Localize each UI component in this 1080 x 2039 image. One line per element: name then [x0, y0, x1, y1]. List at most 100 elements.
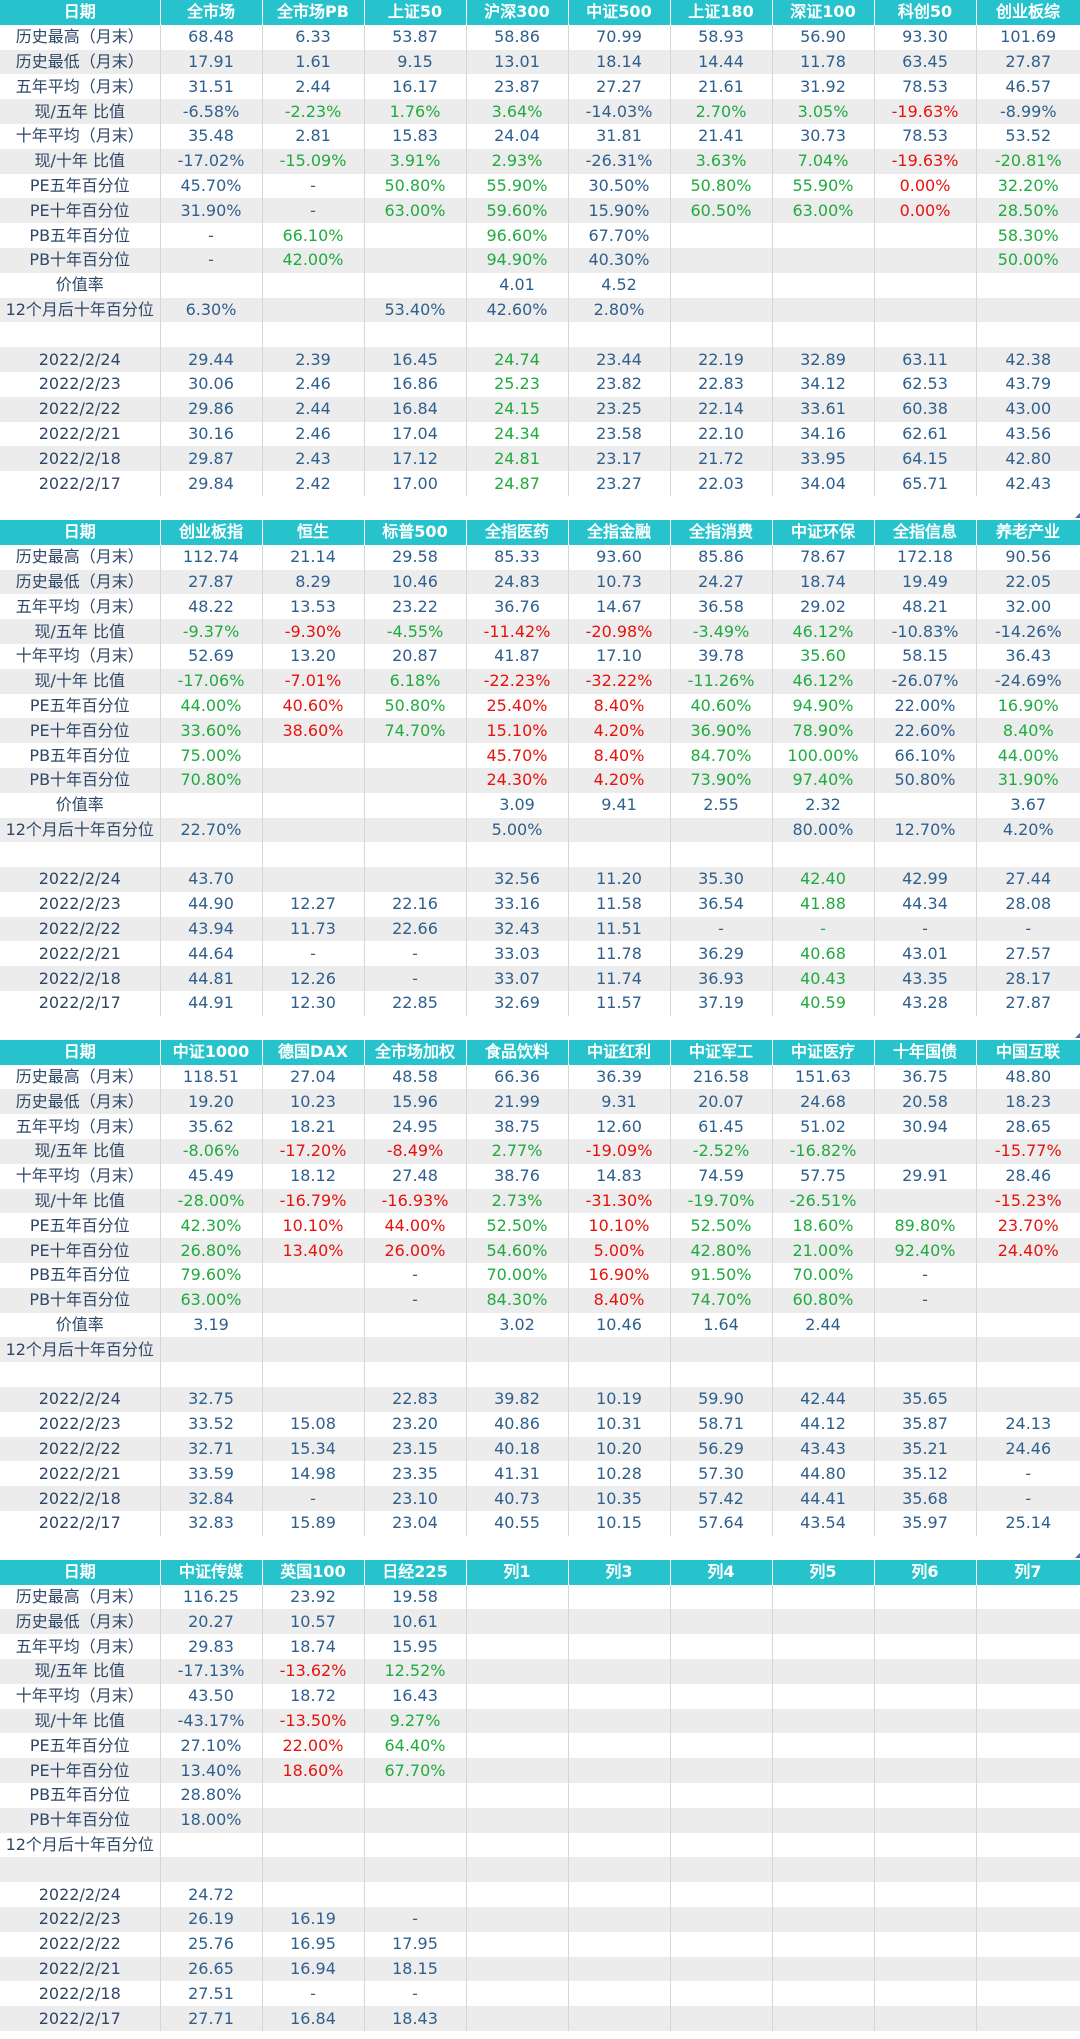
- table-cell[interactable]: [874, 1139, 977, 1164]
- row-label[interactable]: PB十年百分位: [0, 767, 161, 793]
- table-cell[interactable]: 8.40%: [568, 743, 671, 768]
- table-cell[interactable]: 91.50%: [670, 1263, 773, 1288]
- table-cell[interactable]: -: [364, 1906, 467, 1932]
- table-cell[interactable]: 10.57: [262, 1609, 365, 1635]
- row-label[interactable]: 2022/2/24: [0, 1882, 161, 1907]
- table-cell[interactable]: [874, 1312, 977, 1338]
- table-cell[interactable]: -: [772, 916, 875, 942]
- table-cell[interactable]: 216.58: [670, 1064, 773, 1090]
- table-cell[interactable]: [772, 1956, 875, 1982]
- table-cell[interactable]: 15.08: [262, 1411, 365, 1437]
- table-cell[interactable]: 36.76: [466, 594, 569, 620]
- table-cell[interactable]: 35.97: [874, 1511, 977, 1536]
- table-cell[interactable]: 46.57: [1005, 76, 1052, 96]
- table-cell[interactable]: [772, 1337, 875, 1363]
- table-cell[interactable]: 85.86: [670, 544, 773, 570]
- table-cell[interactable]: 5.00%: [568, 1238, 671, 1264]
- row-label[interactable]: 12个月后十年百分位: [0, 1832, 161, 1858]
- table-cell[interactable]: 63.11: [874, 347, 977, 372]
- table-cell[interactable]: 23.20: [364, 1411, 467, 1437]
- table-cell[interactable]: [466, 1683, 569, 1709]
- table-cell[interactable]: 24.30%: [466, 767, 569, 793]
- table-cell[interactable]: 50.80%: [364, 173, 467, 199]
- table-cell[interactable]: 36.39: [568, 1064, 671, 1090]
- table-cell[interactable]: 40.43: [772, 966, 875, 992]
- table-cell[interactable]: 4.20%: [568, 767, 671, 793]
- table-cell[interactable]: 15.10%: [466, 718, 569, 744]
- table-cell[interactable]: 22.00%: [262, 1733, 365, 1759]
- table-cell[interactable]: 29.83: [160, 1634, 263, 1659]
- table-cell[interactable]: [874, 1931, 977, 1957]
- row-label[interactable]: 现/五年 比值: [0, 1139, 161, 1164]
- row-label[interactable]: PE五年百分位: [0, 1733, 161, 1759]
- table-cell[interactable]: 42.99: [874, 867, 977, 892]
- table-cell[interactable]: [160, 322, 263, 348]
- table-cell[interactable]: 23.82: [568, 371, 671, 397]
- table-cell[interactable]: [670, 1584, 773, 1610]
- table-cell[interactable]: [976, 1659, 1080, 1684]
- table-cell[interactable]: 66.36: [466, 1064, 569, 1090]
- table-cell[interactable]: 42.80: [976, 446, 1080, 472]
- table-cell[interactable]: -: [1025, 1463, 1032, 1483]
- table-cell[interactable]: [262, 322, 365, 348]
- row-label[interactable]: 2022/2/21: [0, 1956, 161, 1982]
- table-cell[interactable]: 19.49: [874, 569, 977, 595]
- table-cell[interactable]: 33.16: [466, 891, 569, 917]
- table-cell[interactable]: -28.00%: [160, 1188, 263, 1214]
- table-cell[interactable]: 90.56: [1005, 547, 1052, 567]
- table-cell[interactable]: [976, 842, 1080, 867]
- table-cell[interactable]: -16.82%: [772, 1139, 875, 1164]
- table-cell[interactable]: [466, 1906, 569, 1932]
- table-cell[interactable]: 24.34: [466, 421, 569, 447]
- row-label[interactable]: 12个月后十年百分位: [0, 1337, 161, 1363]
- table-cell[interactable]: [772, 1857, 875, 1883]
- table-cell[interactable]: 17.12: [364, 446, 467, 472]
- table-cell[interactable]: 27.57: [1005, 943, 1052, 963]
- table-cell[interactable]: [568, 817, 671, 843]
- table-cell[interactable]: 17.95: [364, 1931, 467, 1957]
- row-label[interactable]: 2022/2/22: [0, 1931, 161, 1957]
- table-cell[interactable]: 12.60: [568, 1114, 671, 1140]
- table-cell[interactable]: 15.95: [364, 1634, 467, 1659]
- table-cell[interactable]: [568, 842, 671, 868]
- row-label[interactable]: PE十年百分位: [0, 198, 161, 224]
- table-cell[interactable]: [466, 1882, 569, 1907]
- table-cell[interactable]: 2.73%: [466, 1188, 569, 1214]
- table-cell[interactable]: 31.90%: [976, 767, 1080, 793]
- table-cell[interactable]: [670, 1906, 773, 1932]
- column-header[interactable]: 列5: [772, 1559, 875, 1585]
- table-cell[interactable]: -11.26%: [670, 668, 773, 694]
- table-cell[interactable]: [976, 1337, 1080, 1363]
- table-cell[interactable]: [364, 817, 467, 843]
- table-cell[interactable]: 21.72: [670, 446, 773, 472]
- table-cell[interactable]: 73.90%: [670, 767, 773, 793]
- table-cell[interactable]: 31.81: [568, 123, 671, 149]
- table-cell[interactable]: 14.83: [568, 1163, 671, 1189]
- table-cell[interactable]: [874, 1758, 977, 1783]
- table-cell[interactable]: 22.83: [364, 1387, 467, 1412]
- table-cell[interactable]: [976, 1807, 1080, 1833]
- row-label[interactable]: 2022/2/21: [0, 421, 161, 447]
- table-cell[interactable]: [568, 1733, 671, 1759]
- table-cell[interactable]: 23.04: [364, 1511, 467, 1536]
- table-cell[interactable]: 38.60%: [262, 718, 365, 744]
- table-cell[interactable]: [670, 842, 773, 868]
- table-cell[interactable]: 44.90: [160, 891, 263, 917]
- table-cell[interactable]: 12.30: [262, 991, 365, 1016]
- table-cell[interactable]: [874, 1882, 977, 1907]
- table-cell[interactable]: [874, 842, 977, 868]
- table-cell[interactable]: [364, 842, 467, 868]
- table-cell[interactable]: [568, 1634, 671, 1659]
- table-cell[interactable]: 14.67: [568, 594, 671, 620]
- table-cell[interactable]: 50.80%: [874, 767, 977, 793]
- table-cell[interactable]: -: [262, 1486, 365, 1512]
- table-cell[interactable]: [772, 1832, 875, 1858]
- table-cell[interactable]: 46.12%: [772, 668, 875, 694]
- table-cell[interactable]: 44.00%: [364, 1213, 467, 1239]
- column-header[interactable]: 列1: [466, 1559, 569, 1585]
- table-cell[interactable]: 16.90%: [568, 1263, 671, 1288]
- table-cell[interactable]: 3.67: [1010, 795, 1047, 815]
- row-label[interactable]: 2022/2/18: [0, 1486, 161, 1512]
- table-cell[interactable]: 74.70%: [670, 1287, 773, 1313]
- row-label[interactable]: 2022/2/24: [0, 1387, 161, 1412]
